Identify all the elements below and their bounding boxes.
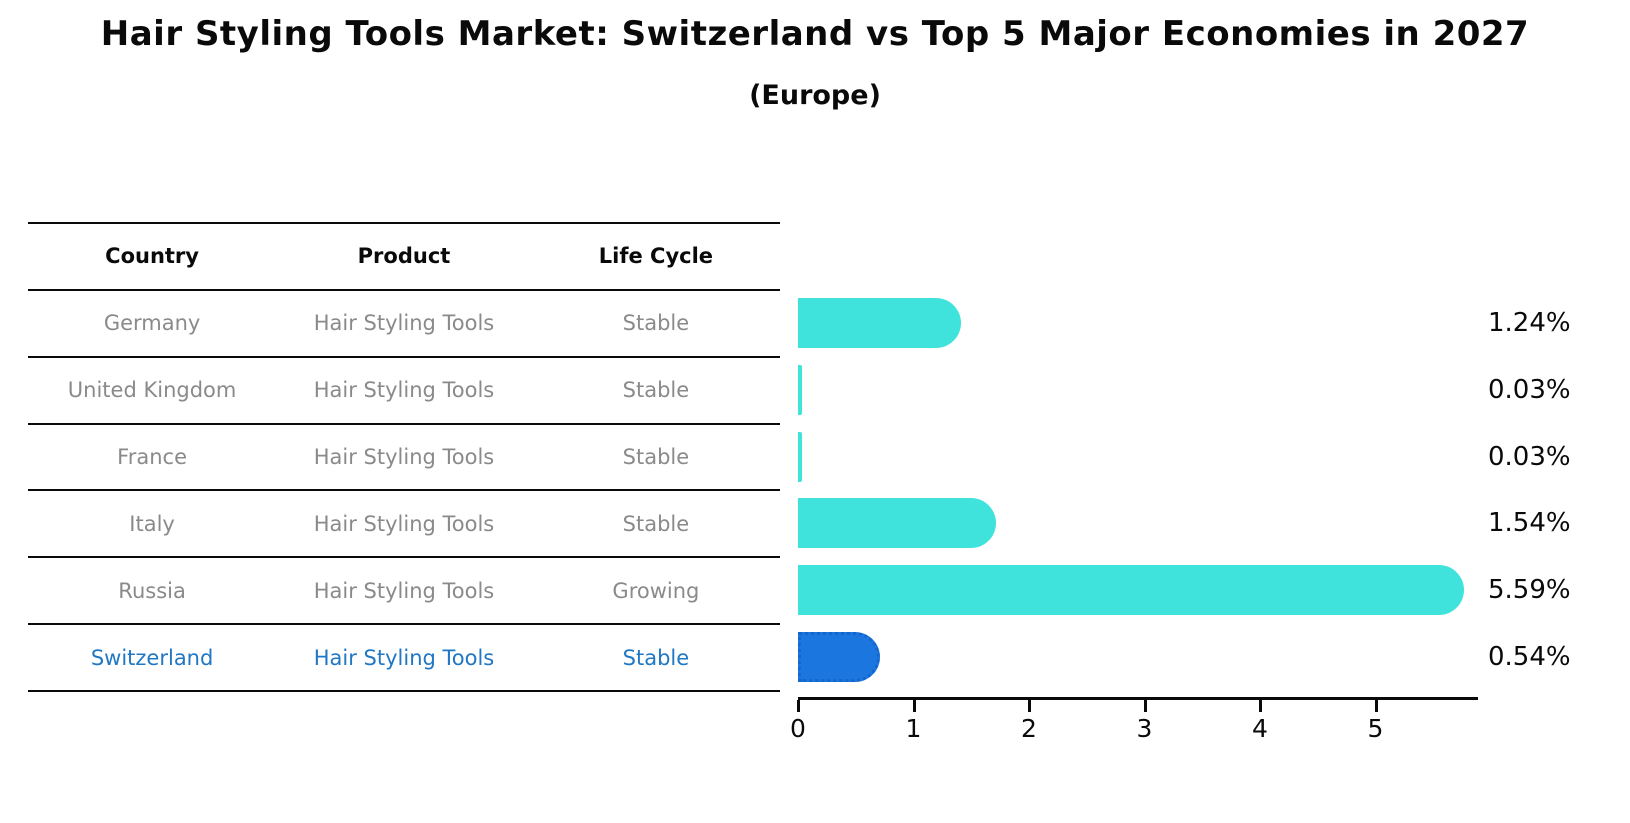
table-cell-product: Hair Styling Tools: [313, 645, 495, 670]
table-cell-product: Hair Styling Tools: [313, 578, 495, 603]
value-label-united-kingdom: 0.03%: [1488, 374, 1571, 405]
table-cell-life-cycle: Stable: [622, 378, 690, 403]
bar-italy: [798, 498, 996, 549]
bar-united-kingdom: [798, 364, 802, 415]
page-subtitle: (Europe): [749, 80, 881, 111]
table-cell-life-cycle: Stable: [622, 311, 690, 336]
table-row-italy: Italy Hair Styling Tools Stable: [28, 489, 780, 556]
table-cell-life-cycle: Stable: [622, 511, 690, 536]
x-tick-mark-4: [1259, 700, 1262, 712]
x-tick-mark-5: [1374, 700, 1378, 712]
table-cell-country: Germany: [103, 311, 201, 336]
table-header-country: Country: [105, 244, 199, 269]
table-row-germany: Germany Hair Styling Tools Stable: [28, 288, 780, 356]
x-tick-label-4: 4: [1252, 714, 1268, 743]
x-axis-line: [798, 697, 1478, 700]
table-row-united-kingdom: United Kingdom Hair Styling Tools Stable: [28, 355, 780, 423]
value-label-france: 0.03%: [1488, 441, 1571, 472]
table-header-row: Country Product Life Cycle: [28, 222, 780, 289]
table-cell-life-cycle: Growing: [612, 578, 700, 603]
table-cell-country: France: [117, 445, 187, 469]
x-tick-mark-2: [1028, 700, 1031, 712]
x-tick-label-0: 0: [790, 714, 806, 743]
page-title: Hair Styling Tools Market: Switzerland v…: [100, 14, 1530, 54]
table-header-life-cycle: Life Cycle: [598, 244, 714, 269]
country-info-table: Country Product Life Cycle Germany Hair S…: [28, 222, 780, 693]
table-cell-country: United Kingdom: [67, 378, 237, 403]
table-cell-product: Hair Styling Tools: [313, 378, 495, 403]
table-cell-life-cycle: Stable: [622, 645, 690, 670]
table-cell-product: Hair Styling Tools: [313, 445, 495, 469]
x-tick-mark-0: [797, 700, 800, 712]
x-tick-mark-1: [912, 700, 916, 712]
table-row-france: France Hair Styling Tools Stable: [28, 422, 780, 490]
x-tick-label-3: 3: [1136, 714, 1153, 743]
bar-france: [798, 431, 802, 482]
value-label-italy: 1.54%: [1488, 508, 1571, 539]
bar-russia: [798, 565, 1464, 616]
value-label-switzerland: 0.54%: [1488, 642, 1571, 673]
x-tick-mark-3: [1143, 700, 1147, 712]
table-body: Germany Hair Styling Tools Stable United Ki…: [28, 288, 780, 690]
x-tick-label-1: 1: [905, 714, 922, 743]
bar-switzerland: [798, 632, 881, 683]
table-header-product: Product: [357, 244, 451, 269]
table-cell-country: Italy: [129, 511, 175, 536]
x-tick-label-5: 5: [1367, 714, 1384, 743]
table-cell-country: Switzerland: [90, 645, 214, 670]
x-tick-label-2: 2: [1021, 714, 1037, 743]
value-label-germany: 1.24%: [1488, 307, 1571, 338]
bar-germany: [798, 297, 962, 348]
table-cell-life-cycle: Stable: [622, 445, 690, 469]
table-cell-product: Hair Styling Tools: [313, 311, 495, 336]
table-row-russia: Russia Hair Styling Tools Growing: [28, 556, 780, 623]
table-row-switzerland: Switzerland Hair Styling Tools Stable: [28, 623, 780, 690]
table-cell-product: Hair Styling Tools: [313, 511, 495, 536]
table-cell-country: Russia: [118, 578, 186, 603]
value-label-russia: 5.59%: [1488, 575, 1571, 606]
